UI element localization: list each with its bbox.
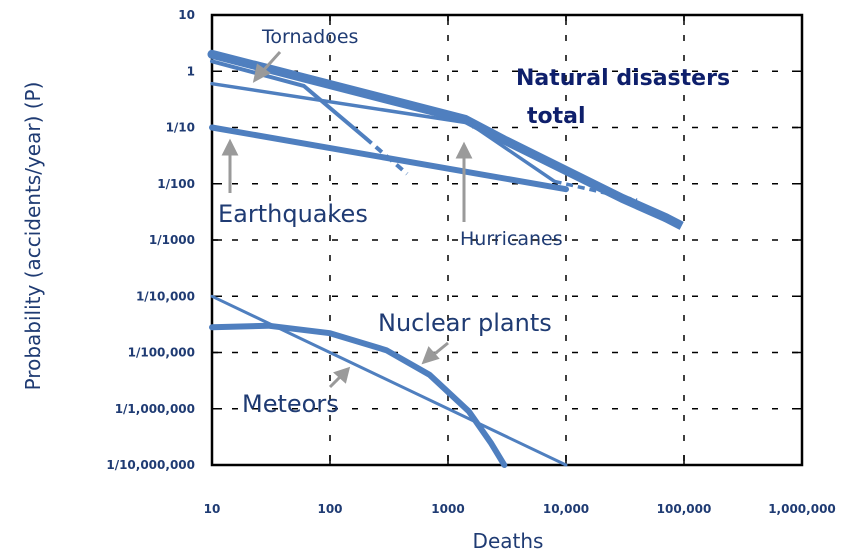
annotation-total: total [527,104,586,129]
hurricanes-arrowhead [455,141,473,159]
meteors-arrowhead [333,366,351,384]
x-tick-label: 10,000 [543,502,589,516]
x-tick-label: 100,000 [657,502,712,516]
annotation-tornadoes: Tornadoes [261,26,358,48]
annotation-natural-disasters: Natural disasters [516,66,730,91]
x-tick-label: 10 [204,502,221,516]
x-tick-label: 100 [317,502,342,516]
annotation-nuclear-plants: Nuclear plants [378,309,552,337]
y-axis-title: Probability (accidents/year) (P) [21,82,45,391]
y-tick-label: 1/10,000,000 [106,458,195,472]
y-tick-label: 1/100 [157,177,195,191]
x-tick-label: 1000 [431,502,464,516]
annotation-arrows [221,50,473,389]
x-tick-label: 1,000,000 [768,502,836,516]
y-tick-label: 1/1,000,000 [115,402,195,416]
tornadoes-arrow [260,50,282,74]
series-tornadoes [210,59,368,140]
tornadoes-arrowhead [252,63,271,83]
annotation-hurricanes: Hurricanes [460,228,563,250]
earthquakes-arrowhead [221,138,239,156]
series-hurricanes [210,81,557,184]
y-tick-label: 1/10 [166,121,195,135]
y-tick-label: 1/10,000 [136,289,195,303]
y-tick-label: 1/100,000 [128,346,195,360]
nuclear-plants-arrowhead [421,346,440,365]
series-natural-disasters-total-extension [663,213,687,232]
series-nuclear-plants [209,322,508,468]
y-tick-label: 10 [178,8,195,22]
series-hurricanes-extension [554,179,638,202]
annotation-earthquakes: Earthquakes [218,200,368,228]
annotation-meteors: Meteors [242,390,339,418]
series-layer [207,49,687,468]
y-tick-label: 1/1000 [149,233,195,247]
y-tick-label: 1 [187,64,195,78]
series-natural-disasters-total [207,49,671,223]
x-axis-title: Deaths [473,529,544,553]
series-earthquakes [209,124,569,193]
